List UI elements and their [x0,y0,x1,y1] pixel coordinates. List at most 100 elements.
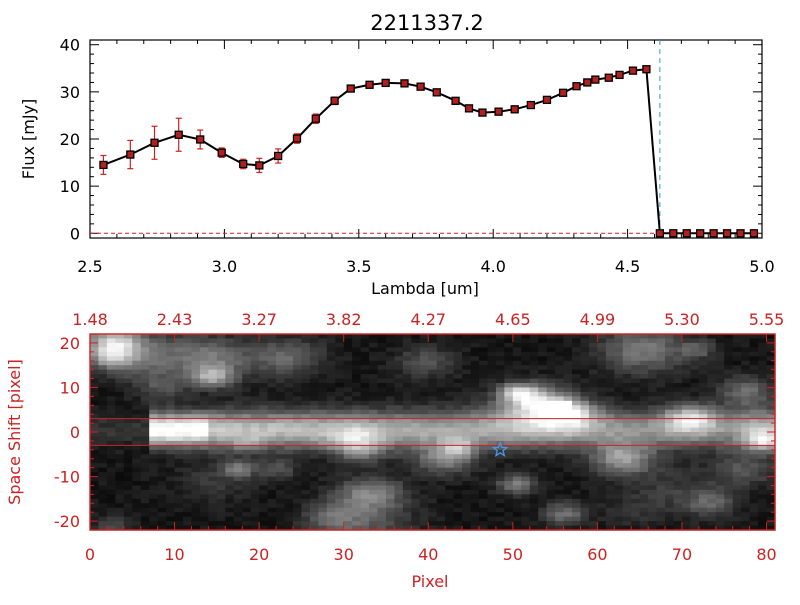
image-pixel [115,512,125,518]
image-pixel [377,485,387,491]
image-pixel [90,387,100,393]
image-pixel [259,378,269,384]
image-pixel [216,391,226,397]
image-pixel [479,391,489,397]
image-pixel [250,423,260,429]
image-pixel [233,360,243,366]
image-pixel [529,387,539,393]
image-pixel [631,347,641,353]
image-pixel [208,449,218,455]
image-pixel [428,400,438,406]
image-pixel [394,414,404,420]
image-pixel [369,409,379,415]
image-pixel [749,472,759,478]
image-pixel [715,387,725,393]
data-point [239,159,248,169]
image-pixel [149,360,159,366]
image-pixel [749,521,759,527]
image-pixel [555,356,565,362]
image-pixel [436,467,446,473]
image-pixel [98,525,108,531]
image-pixel [284,356,294,362]
image-pixel [479,476,489,482]
image-pixel [132,432,142,438]
image-pixel [648,525,658,531]
image-pixel [512,351,522,357]
image-pixel [149,400,159,406]
image-pixel [487,507,497,513]
image-pixel [588,387,599,393]
image-pixel [166,378,176,384]
image-pixel [123,436,133,442]
image-pixel [648,365,658,371]
image-pixel [90,472,100,478]
image-pixel [428,458,438,464]
image-pixel [639,503,649,509]
image-pixel [495,503,505,509]
image-pixel [419,449,429,455]
image-pixel [580,378,590,384]
image-pixel [572,347,582,353]
image-pixel [741,338,751,344]
image-pixel [698,521,708,527]
image-pixel [106,476,116,482]
image-pixel [690,507,700,513]
image-pixel [428,374,438,380]
image-pixel [419,467,429,473]
image-pixel [233,516,243,522]
image-pixel [580,374,590,380]
image-pixel [199,378,209,384]
image-pixel [673,472,683,478]
image-pixel [436,440,446,446]
image-pixel [698,409,708,415]
image-pixel [225,436,235,442]
image-pixel [90,503,100,509]
image-pixel [758,360,768,366]
image-pixel [174,521,184,527]
image-pixel [572,369,582,375]
image-pixel [479,338,489,344]
image-pixel [267,374,277,380]
image-pixel [343,369,353,375]
image-pixel [140,489,150,495]
image-pixel [758,467,768,473]
image-pixel [614,383,624,389]
image-pixel [343,458,353,464]
image-pixel [436,432,446,438]
image-pixel [369,454,379,460]
image-pixel [419,516,429,522]
image-pixel [301,481,311,487]
image-pixel [504,414,514,420]
image-pixel [352,440,362,446]
image-pixel [402,365,412,371]
image-pixel [115,503,125,509]
image-pixel [225,351,235,357]
image-pixel [588,427,599,433]
image-pixel [614,427,624,433]
image-pixel [631,481,641,487]
image-pixel [225,463,235,469]
image-pixel [98,463,108,469]
image-pixel [149,521,159,527]
image-pixel [191,369,201,375]
image-pixel [749,396,759,402]
image-pixel [631,476,641,482]
image-pixel [428,449,438,455]
image-pixel [174,338,184,344]
image-pixel [394,360,404,366]
image-pixel [555,396,565,402]
image-pixel [149,396,159,402]
image-pixel [90,494,100,500]
image-pixel [614,436,624,442]
image-pixel [521,512,531,518]
image-pixel [259,427,269,433]
image-pixel [648,521,658,527]
image-pixel [555,432,565,438]
image-pixel [724,472,734,478]
image-pixel [166,400,176,406]
image-pixel [622,445,632,451]
image-pixel [453,387,463,393]
image-pixel [724,432,734,438]
image-pixel [495,414,505,420]
image-pixel [690,481,700,487]
